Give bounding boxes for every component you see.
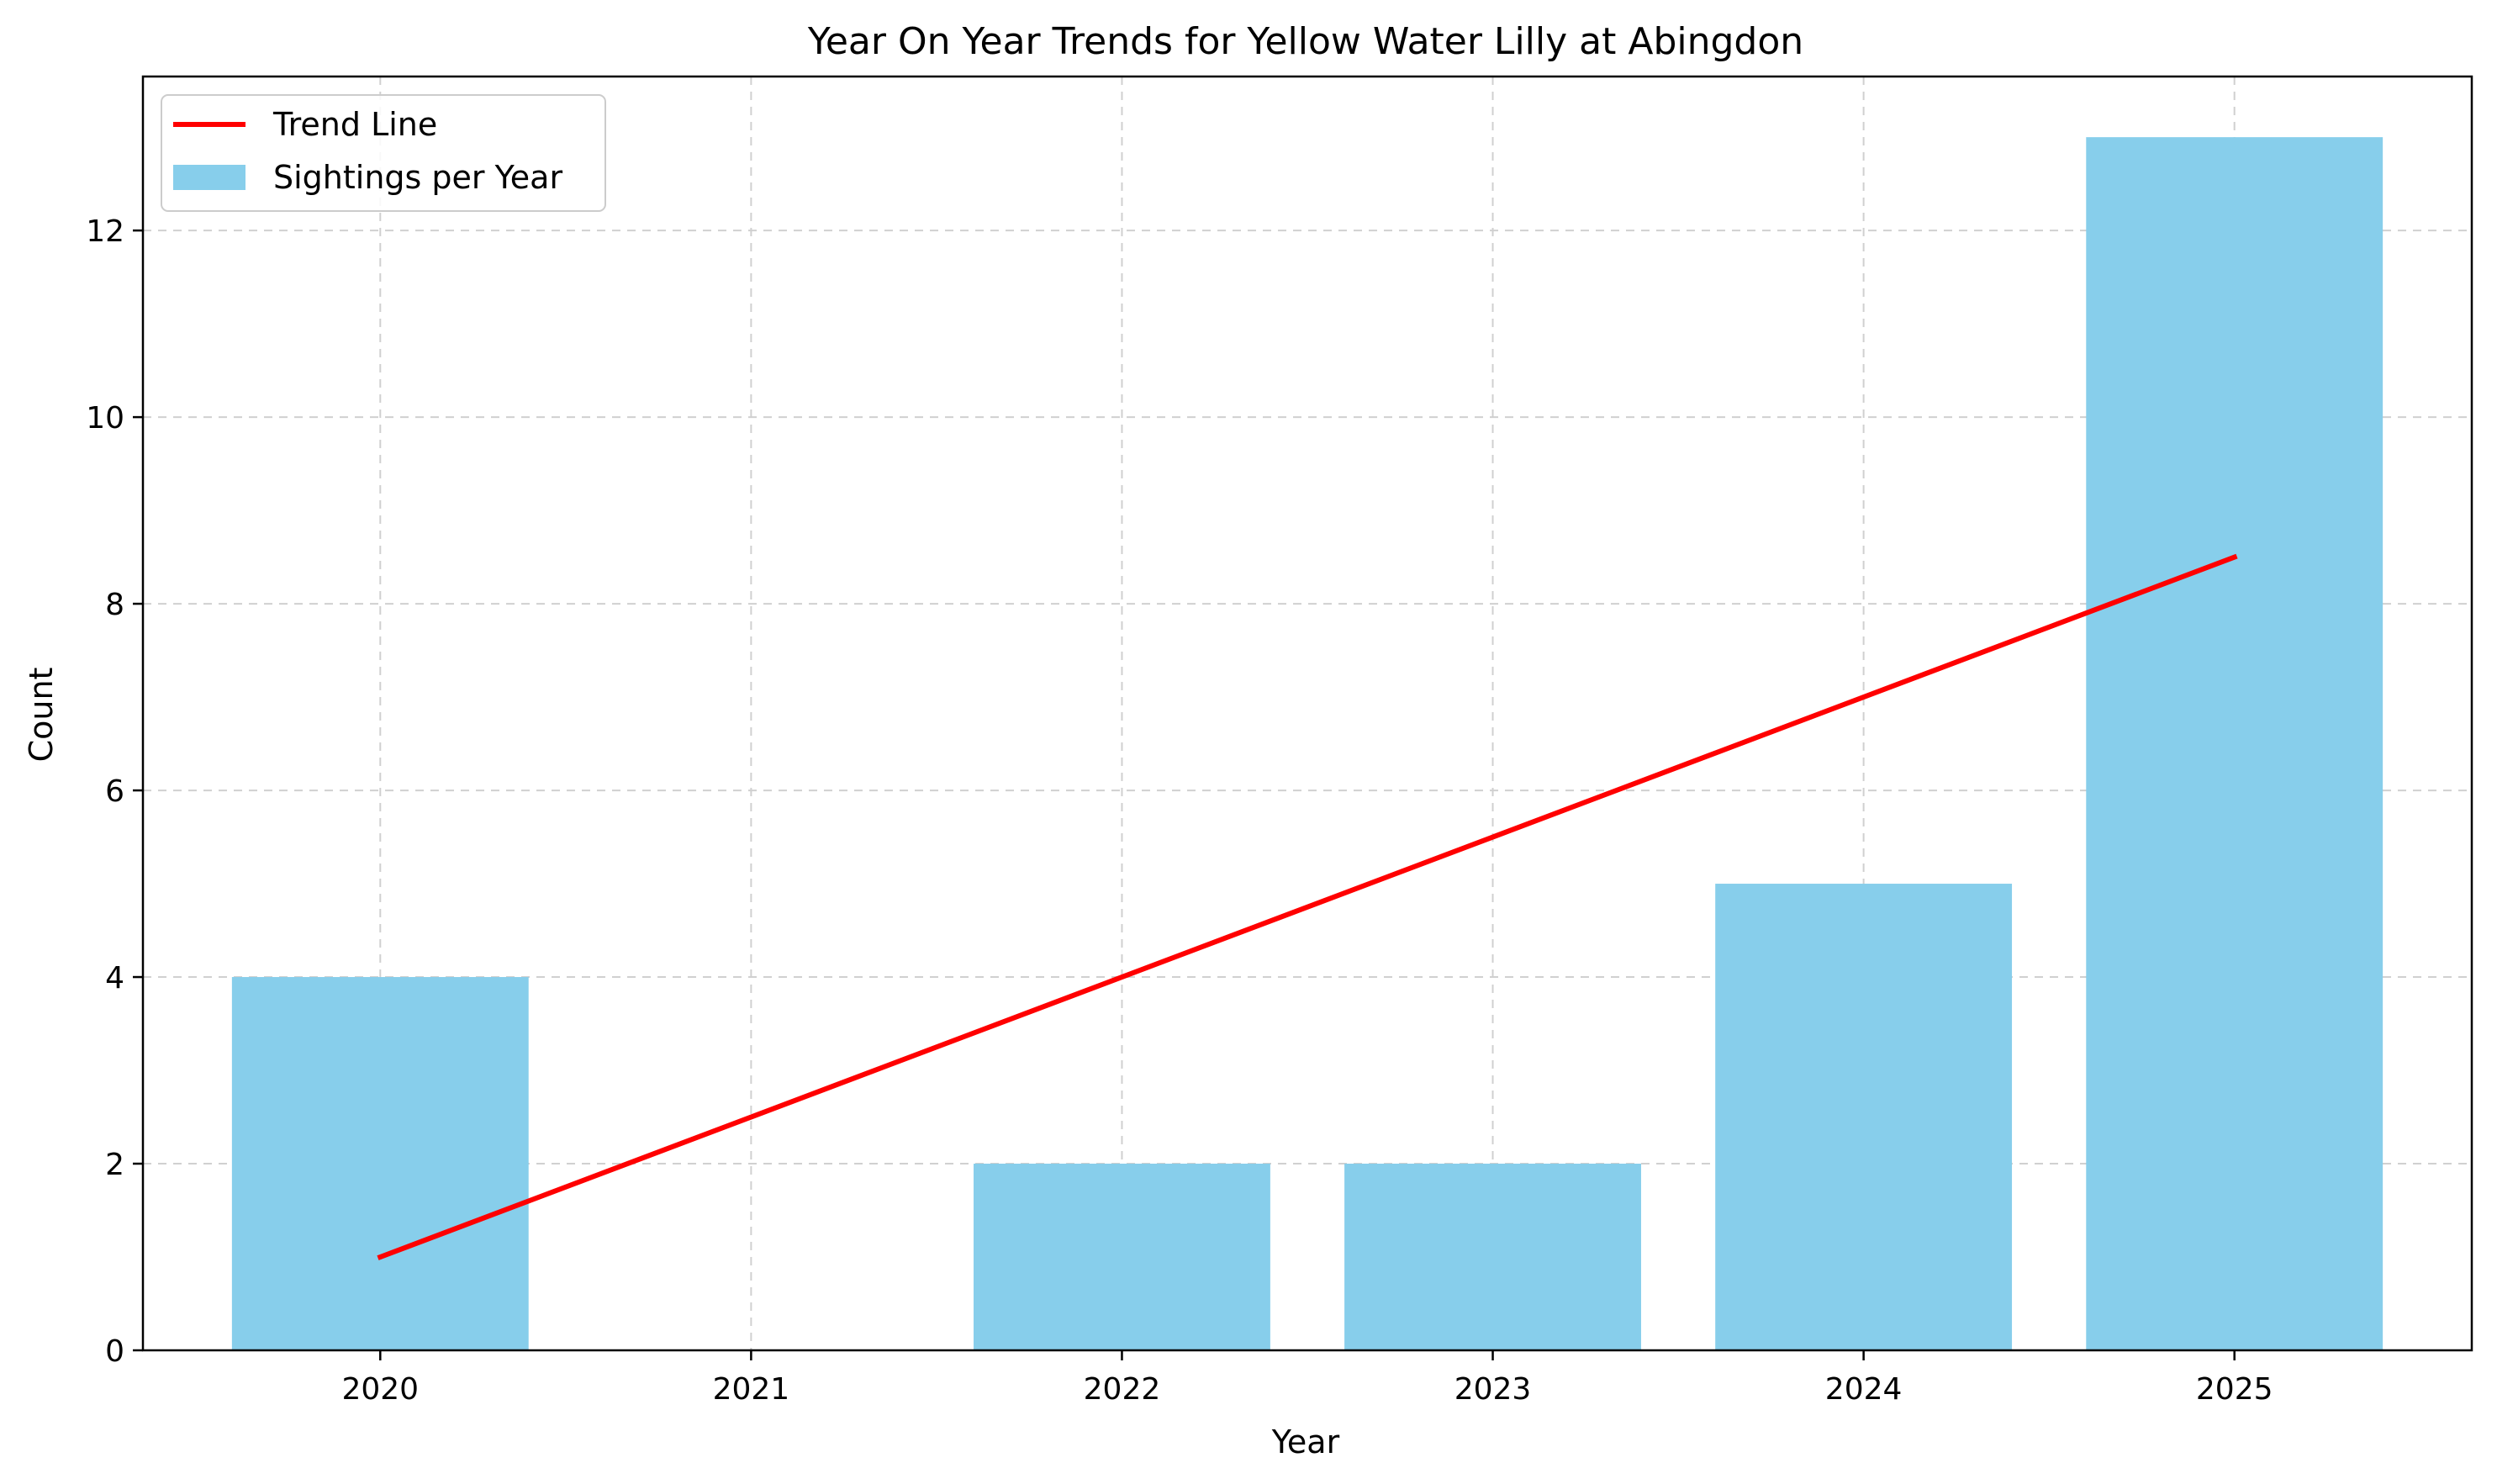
bar-2023 [1344,1164,1641,1350]
legend-swatch-sightings [173,165,245,190]
y-tick-label: 6 [105,774,124,809]
bar-2020 [231,977,529,1350]
legend: Trend Line Sightings per Year [161,94,606,212]
trend-line [377,553,2238,1260]
bars [231,137,2384,1351]
bar-2025 [2086,137,2384,1351]
y-tick-label: 12 [86,214,124,249]
y-tick-label: 0 [105,1334,124,1369]
legend-frame [161,94,606,212]
chart-title: Year On Year Trends for Yellow Water Lil… [807,20,1803,63]
bar-2022 [974,1164,1270,1350]
y-tick-label: 2 [105,1148,124,1182]
trend-line-layer [377,553,2238,1260]
x-axis-ticks: 2020 2021 2022 2023 2024 2025 [341,1350,2273,1407]
x-tick-label: 2023 [1454,1372,1532,1407]
y-axis-ticks: 0 2 4 6 8 10 12 [86,214,143,1369]
x-axis-label: Year [1271,1423,1340,1460]
y-axis-label: Count [23,668,60,763]
plot-frame [141,75,2473,1352]
x-tick-label: 2022 [1084,1372,1161,1407]
y-tick-label: 8 [105,588,124,622]
x-tick-label: 2020 [341,1372,419,1407]
x-tick-label: 2021 [713,1372,790,1407]
y-tick-label: 10 [86,401,124,436]
y-tick-label: 4 [105,961,124,995]
legend-label-sightings: Sightings per Year [273,159,562,196]
x-tick-label: 2025 [2196,1372,2273,1407]
bar-2024 [1715,884,2013,1350]
legend-label-trend-line: Trend Line [272,106,437,143]
x-tick-label: 2024 [1825,1372,1903,1407]
